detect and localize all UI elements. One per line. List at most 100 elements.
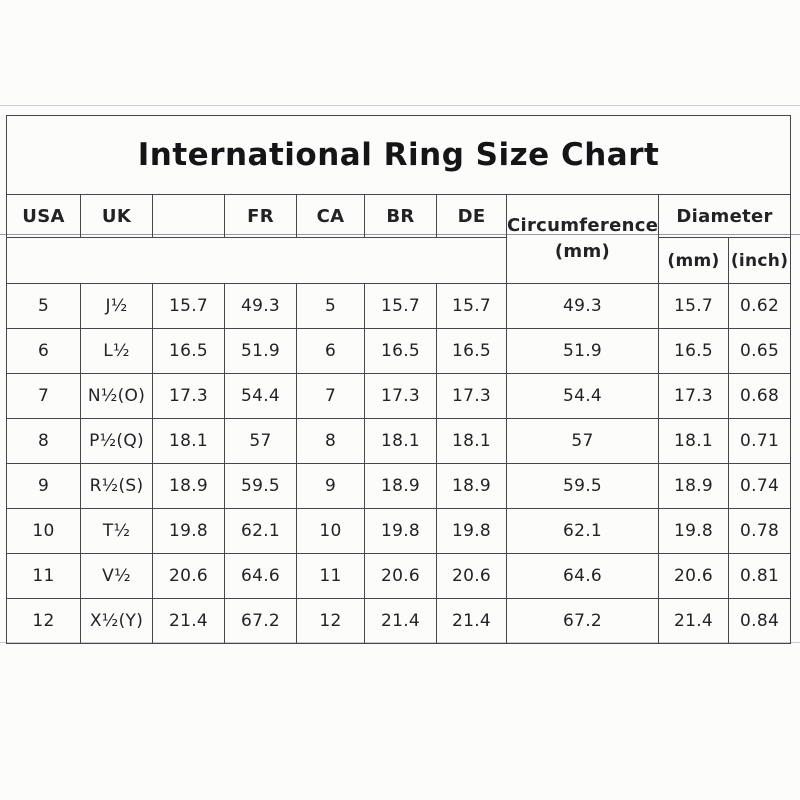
subheader-row: (mm) (inch) <box>6 237 792 284</box>
table-cell: 18.1 <box>364 418 437 464</box>
table-cell: 6 <box>6 328 81 374</box>
table-cell: 51.9 <box>506 328 659 374</box>
column-header-fr: FR <box>224 194 297 238</box>
circumference-label-line2: (mm) <box>554 241 611 262</box>
table-cell: 21.4 <box>436 598 507 644</box>
table-cell: 51.9 <box>224 328 297 374</box>
table-cell: 0.68 <box>727 373 792 419</box>
table-row: 8 P½(Q) 18.1 57 8 18.1 18.1 57 18.1 0.71 <box>6 418 792 464</box>
table-row: 7 N½(O) 17.3 54.4 7 17.3 17.3 54.4 17.3 … <box>6 373 792 419</box>
header-row: USA UK FR CA BR DE Circumference (mm) Di… <box>6 194 792 284</box>
table-cell: 57 <box>224 418 297 464</box>
table-cell: 0.71 <box>727 418 792 464</box>
table-cell: 15.7 <box>152 283 225 329</box>
column-header-circumference: Circumference (mm) <box>506 194 659 284</box>
column-header-ca: CA <box>296 194 365 238</box>
table-cell: 20.6 <box>658 553 729 599</box>
ring-size-table: International Ring Size Chart USA UK FR … <box>5 115 792 644</box>
column-header-uk: UK <box>80 194 153 238</box>
table-cell: 59.5 <box>506 463 659 509</box>
table-cell: T½ <box>80 508 153 554</box>
table-cell: 18.9 <box>364 463 437 509</box>
circumference-label-line1: Circumference <box>507 214 659 236</box>
table-row: 10 T½ 19.8 62.1 10 19.8 19.8 62.1 19.8 0… <box>6 508 792 554</box>
table-cell: 64.6 <box>506 553 659 599</box>
table-cell: 17.3 <box>152 373 225 419</box>
table-cell: L½ <box>80 328 153 374</box>
table-cell: 18.1 <box>152 418 225 464</box>
table-row: 9 R½(S) 18.9 59.5 9 18.9 18.9 59.5 18.9 … <box>6 463 792 509</box>
table-cell: 21.4 <box>364 598 437 644</box>
table-cell: 15.7 <box>436 283 507 329</box>
table-cell: 17.3 <box>658 373 729 419</box>
table-cell: 16.5 <box>436 328 507 374</box>
table-cell: 0.62 <box>727 283 792 329</box>
header-gap-band <box>6 237 507 284</box>
title-row: International Ring Size Chart <box>5 115 792 195</box>
table-cell: 11 <box>6 553 81 599</box>
table-cell: 62.1 <box>224 508 297 554</box>
table-cell: 67.2 <box>506 598 659 644</box>
table-row: 6 L½ 16.5 51.9 6 16.5 16.5 51.9 16.5 0.6… <box>6 328 792 374</box>
table-cell: 0.74 <box>727 463 792 509</box>
table-cell: 10 <box>6 508 81 554</box>
table-cell: 15.7 <box>658 283 729 329</box>
table-row: 12 X½(Y) 21.4 67.2 12 21.4 21.4 67.2 21.… <box>6 598 792 644</box>
column-header-diameter-inch: (inch) <box>727 237 792 284</box>
table-cell: 0.78 <box>727 508 792 554</box>
table-cell: 0.84 <box>727 598 792 644</box>
table-cell: 7 <box>296 373 365 419</box>
table-cell: 64.6 <box>224 553 297 599</box>
table-cell: 17.3 <box>436 373 507 419</box>
table-cell: 62.1 <box>506 508 659 554</box>
table-cell: V½ <box>80 553 153 599</box>
table-cell: 16.5 <box>658 328 729 374</box>
table-cell: 21.4 <box>152 598 225 644</box>
table-cell: 20.6 <box>152 553 225 599</box>
top-rule-line <box>0 105 800 106</box>
table-cell: 18.9 <box>436 463 507 509</box>
table-cell: 9 <box>6 463 81 509</box>
table-cell: P½(Q) <box>80 418 153 464</box>
table-cell: 20.6 <box>364 553 437 599</box>
table-cell: 9 <box>296 463 365 509</box>
table-cell: 16.5 <box>152 328 225 374</box>
table-cell: 0.81 <box>727 553 792 599</box>
table-cell: 19.8 <box>152 508 225 554</box>
table-cell: 8 <box>296 418 365 464</box>
table-cell: 17.3 <box>364 373 437 419</box>
column-header-blank <box>152 194 225 238</box>
table-cell: 18.1 <box>436 418 507 464</box>
table-cell: 10 <box>296 508 365 554</box>
table-cell: 49.3 <box>224 283 297 329</box>
table-cell: 67.2 <box>224 598 297 644</box>
table-cell: 5 <box>6 283 81 329</box>
table-cell: 49.3 <box>506 283 659 329</box>
table-cell: 7 <box>6 373 81 419</box>
table-cell: 57 <box>506 418 659 464</box>
table-cell: 59.5 <box>224 463 297 509</box>
table-cell: 5 <box>296 283 365 329</box>
table-cell: 6 <box>296 328 365 374</box>
table-cell: 19.8 <box>658 508 729 554</box>
column-header-de: DE <box>436 194 507 238</box>
table-cell: 21.4 <box>658 598 729 644</box>
table-cell: 20.6 <box>436 553 507 599</box>
table-row: 5 J½ 15.7 49.3 5 15.7 15.7 49.3 15.7 0.6… <box>6 283 792 329</box>
table-cell: 8 <box>6 418 81 464</box>
table-cell: 12 <box>296 598 365 644</box>
table-cell: 16.5 <box>364 328 437 374</box>
table-row: 11 V½ 20.6 64.6 11 20.6 20.6 64.6 20.6 0… <box>6 553 792 599</box>
table-cell: 54.4 <box>224 373 297 419</box>
table-cell: 18.9 <box>658 463 729 509</box>
table-cell: 19.8 <box>436 508 507 554</box>
table-cell: R½(S) <box>80 463 153 509</box>
table-cell: X½(Y) <box>80 598 153 644</box>
table-cell: N½(O) <box>80 373 153 419</box>
column-header-diameter-mm: (mm) <box>658 237 729 284</box>
table-cell: 11 <box>296 553 365 599</box>
table-cell: 54.4 <box>506 373 659 419</box>
table-cell: 0.65 <box>727 328 792 374</box>
chart-title: International Ring Size Chart <box>5 115 792 195</box>
